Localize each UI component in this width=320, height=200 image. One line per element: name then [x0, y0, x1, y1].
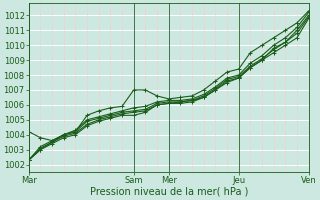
X-axis label: Pression niveau de la mer( hPa ): Pression niveau de la mer( hPa ) [90, 187, 248, 197]
